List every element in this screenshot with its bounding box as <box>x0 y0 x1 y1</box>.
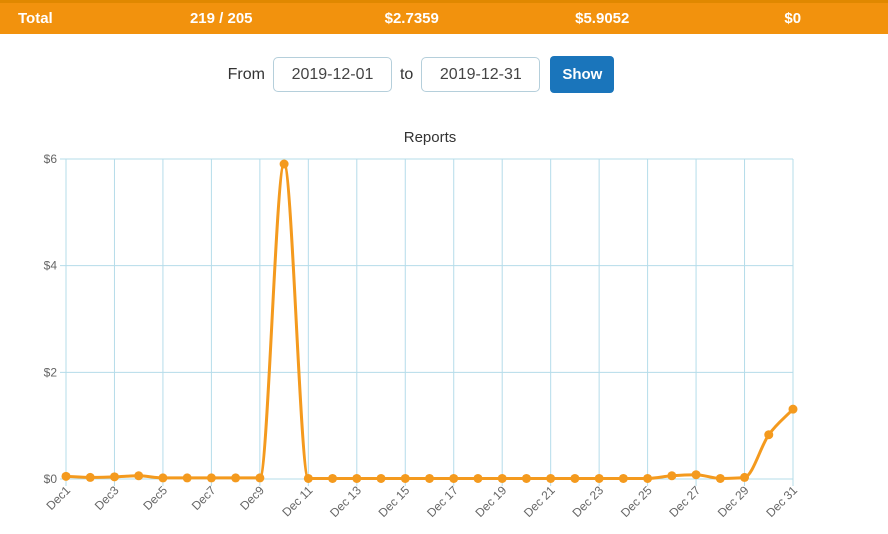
x-axis-label: Dec 25 <box>618 483 655 520</box>
to-label: to <box>399 65 414 83</box>
data-point <box>667 471 677 481</box>
data-point <box>449 473 459 483</box>
show-button[interactable]: Show <box>550 56 615 93</box>
totals-bar: Total 219 / 205 $2.7359 $5.9052 $0 <box>0 0 888 34</box>
data-point <box>231 473 241 483</box>
x-axis-label: Dec 21 <box>521 483 558 520</box>
data-point <box>328 473 338 483</box>
x-axis-label: Dec 11 <box>279 483 315 519</box>
data-point <box>570 473 580 483</box>
data-point <box>594 473 604 483</box>
x-axis-label: Dec3 <box>92 483 122 513</box>
x-axis-label: Dec 13 <box>327 483 364 520</box>
data-point <box>134 471 144 481</box>
totals-label: Total <box>18 10 53 27</box>
y-axis-label: $2 <box>44 365 58 379</box>
to-date-input[interactable] <box>421 57 541 92</box>
data-point <box>473 473 483 483</box>
from-label: From <box>227 65 265 83</box>
data-point <box>109 472 119 482</box>
x-axis-label: Dec 15 <box>376 483 413 520</box>
x-axis-label: Dec 19 <box>473 483 510 520</box>
data-point <box>425 473 434 483</box>
x-axis-label: Dec 29 <box>715 483 752 520</box>
data-point <box>85 472 95 482</box>
data-point <box>740 472 750 482</box>
date-filter-form: From to Show <box>0 56 888 93</box>
data-point <box>764 430 774 440</box>
series-line <box>65 162 795 480</box>
x-axis-label: Dec9 <box>237 483 267 513</box>
data-point <box>546 473 556 483</box>
reports-line-chart: $0 $2 $4 $6 Dec1 Dec3 Dec5 Dec7 Dec9 Dec 11 Dec 13… <box>43 152 800 520</box>
y-axis-label: $4 <box>44 259 58 273</box>
x-axis-label: Dec 31 <box>763 483 800 520</box>
data-point <box>376 473 386 483</box>
y-axis-label: $0 <box>44 472 58 486</box>
totals-amount-2: $5.9052 <box>575 10 630 27</box>
data-point <box>182 473 192 483</box>
x-axis-label: Dec 23 <box>569 483 606 520</box>
y-axis-label: $6 <box>44 152 58 166</box>
data-point <box>352 473 362 483</box>
data-point <box>400 473 410 483</box>
x-axis-label: Dec1 <box>43 483 73 513</box>
data-point <box>255 473 265 483</box>
data-point <box>788 404 798 414</box>
data-point <box>158 473 168 483</box>
x-axis-label: Dec 27 <box>666 483 703 520</box>
x-axis-label: Dec 17 <box>424 483 461 520</box>
data-point <box>279 159 289 169</box>
totals-amount-3: $0 <box>784 10 802 27</box>
data-point <box>206 473 216 483</box>
data-point <box>691 470 701 480</box>
from-date-input[interactable] <box>272 57 392 92</box>
x-axis-label: Dec5 <box>140 483 170 513</box>
data-point <box>303 473 313 483</box>
chart-title: Reports <box>403 129 457 146</box>
totals-amount-1: $2.7359 <box>384 10 439 27</box>
totals-count: 219 / 205 <box>189 10 253 27</box>
data-point <box>643 473 653 483</box>
data-point <box>497 473 507 483</box>
x-axis-label: Dec7 <box>189 483 219 513</box>
data-point <box>521 473 531 483</box>
data-point <box>618 473 628 483</box>
data-point <box>715 473 725 483</box>
data-point <box>61 471 71 481</box>
